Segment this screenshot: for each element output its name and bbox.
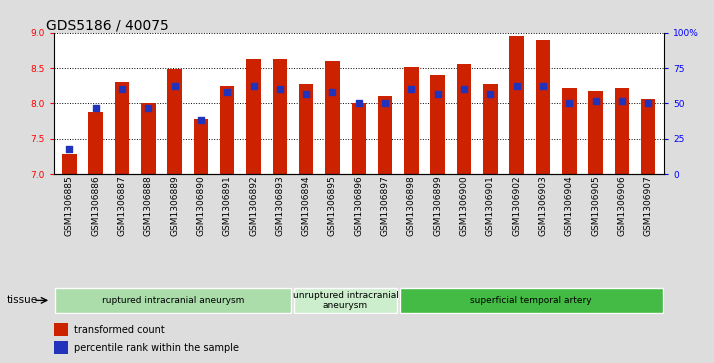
Text: transformed count: transformed count xyxy=(74,325,164,335)
Bar xyxy=(509,36,524,174)
Text: superficial temporal artery: superficial temporal artery xyxy=(471,296,592,305)
Bar xyxy=(62,154,76,174)
Bar xyxy=(299,83,313,174)
Point xyxy=(616,98,628,103)
Bar xyxy=(615,88,629,174)
Bar xyxy=(536,40,550,174)
Bar xyxy=(273,59,287,174)
FancyBboxPatch shape xyxy=(293,288,397,313)
Bar xyxy=(141,103,156,174)
Point xyxy=(221,89,233,95)
Point xyxy=(485,91,496,97)
Point xyxy=(537,83,548,89)
Text: tissue: tissue xyxy=(7,295,39,305)
Bar xyxy=(641,98,655,174)
Point xyxy=(274,86,286,92)
FancyBboxPatch shape xyxy=(400,288,663,313)
Point xyxy=(116,86,128,92)
Point xyxy=(90,105,101,111)
Bar xyxy=(562,88,576,174)
Bar xyxy=(54,341,69,354)
Bar xyxy=(431,75,445,174)
Point xyxy=(432,91,443,97)
Point xyxy=(353,101,365,106)
Bar xyxy=(246,59,261,174)
Point xyxy=(301,91,312,97)
Text: GDS5186 / 40075: GDS5186 / 40075 xyxy=(46,18,169,32)
Bar xyxy=(588,91,603,174)
Point xyxy=(643,101,654,106)
Point xyxy=(169,83,181,89)
Text: ruptured intracranial aneurysm: ruptured intracranial aneurysm xyxy=(102,296,244,305)
Point xyxy=(563,101,575,106)
Point xyxy=(458,86,470,92)
Text: unruptured intracranial
aneurysm: unruptured intracranial aneurysm xyxy=(293,291,398,310)
Text: percentile rank within the sample: percentile rank within the sample xyxy=(74,343,238,353)
Point xyxy=(195,118,206,123)
Point xyxy=(406,86,417,92)
Bar xyxy=(54,323,69,336)
Point xyxy=(327,89,338,95)
Bar xyxy=(457,64,471,174)
Point xyxy=(379,101,391,106)
Bar xyxy=(483,83,498,174)
Point xyxy=(64,146,75,152)
Bar xyxy=(193,119,208,174)
Point xyxy=(511,83,523,89)
Bar xyxy=(351,103,366,174)
Bar xyxy=(115,82,129,174)
Bar xyxy=(378,97,392,174)
Bar xyxy=(404,67,418,174)
Bar xyxy=(220,86,234,174)
Point xyxy=(143,105,154,111)
Bar xyxy=(89,112,103,174)
Point xyxy=(248,83,259,89)
Bar xyxy=(326,61,340,174)
Bar xyxy=(167,69,182,174)
Point xyxy=(590,98,601,103)
FancyBboxPatch shape xyxy=(55,288,291,313)
